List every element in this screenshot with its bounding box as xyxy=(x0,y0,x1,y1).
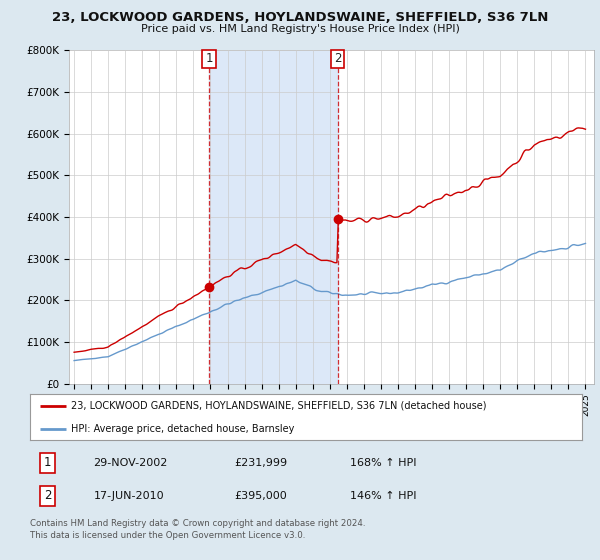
Bar xyxy=(209,50,338,384)
Text: 17-JUN-2010: 17-JUN-2010 xyxy=(94,491,164,501)
Text: 146% ↑ HPI: 146% ↑ HPI xyxy=(350,491,416,501)
Text: 168% ↑ HPI: 168% ↑ HPI xyxy=(350,458,416,468)
Text: £395,000: £395,000 xyxy=(234,491,287,501)
Text: 23, LOCKWOOD GARDENS, HOYLANDSWAINE, SHEFFIELD, S36 7LN: 23, LOCKWOOD GARDENS, HOYLANDSWAINE, SHE… xyxy=(52,11,548,24)
Text: 1: 1 xyxy=(205,53,212,66)
Text: 2: 2 xyxy=(334,53,341,66)
Text: 29-NOV-2002: 29-NOV-2002 xyxy=(94,458,168,468)
Text: 2: 2 xyxy=(44,489,52,502)
Text: 1: 1 xyxy=(44,456,52,469)
Text: Contains HM Land Registry data © Crown copyright and database right 2024.
This d: Contains HM Land Registry data © Crown c… xyxy=(30,519,365,540)
Text: £231,999: £231,999 xyxy=(234,458,287,468)
Text: HPI: Average price, detached house, Barnsley: HPI: Average price, detached house, Barn… xyxy=(71,423,295,433)
Text: 23, LOCKWOOD GARDENS, HOYLANDSWAINE, SHEFFIELD, S36 7LN (detached house): 23, LOCKWOOD GARDENS, HOYLANDSWAINE, SHE… xyxy=(71,400,487,410)
Text: Price paid vs. HM Land Registry's House Price Index (HPI): Price paid vs. HM Land Registry's House … xyxy=(140,24,460,34)
